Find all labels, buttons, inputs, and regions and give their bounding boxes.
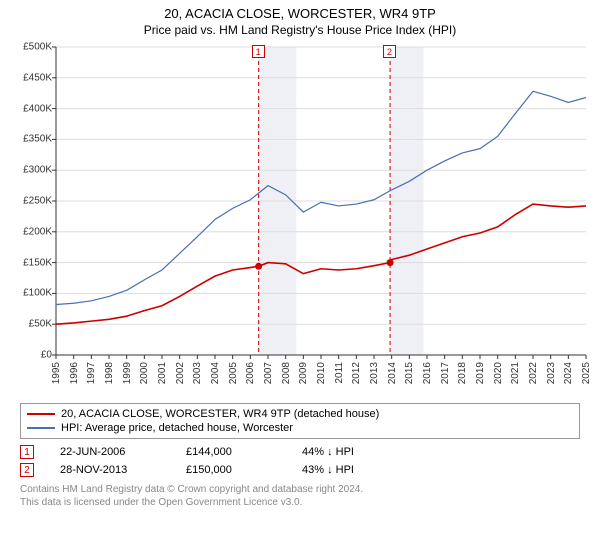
price-chart: £0 £50K £100K £150K £200K £250K £300K £350K £400… [10,41,590,401]
transactions-table: 1 22-JUN-2006 £144,000 44% ↓ HPI 2 28-NOV-201… [20,443,580,479]
transaction-row: 1 22-JUN-2006 £144,000 44% ↓ HPI [20,443,580,461]
x-axis-label: 1995 [51,362,62,384]
transaction-vs-hpi: 44% ↓ HPI [302,446,354,458]
transaction-vs-hpi: 43% ↓ HPI [302,464,354,476]
y-axis-label: £200K [23,226,52,237]
x-axis-label: 1998 [104,362,115,384]
event-marker: 2 [383,45,396,58]
x-axis-label: 2019 [475,362,486,384]
legend-swatch [27,427,55,429]
transaction-price: £150,000 [186,464,276,476]
legend-swatch [27,413,55,415]
chart-title: 20, ACACIA CLOSE, WORCESTER, WR4 9TP [10,6,590,21]
y-axis-label: £300K [23,165,52,176]
x-axis-label: 2012 [351,362,362,384]
transaction-date: 28-NOV-2013 [60,464,160,476]
attribution-line-2: This data is licensed under the Open Gov… [20,496,580,509]
x-axis-label: 2009 [298,362,309,384]
x-axis-label: 2004 [210,362,221,384]
legend-row: HPI: Average price, detached house, Worc… [27,421,573,435]
y-axis-label: £150K [23,257,52,268]
x-axis-label: 2005 [228,362,239,384]
x-axis-label: 2017 [440,362,451,384]
chart-canvas [10,41,590,401]
transaction-marker: 1 [20,445,34,459]
x-axis-label: 2008 [281,362,292,384]
x-axis-label: 1997 [86,362,97,384]
x-axis-label: 2023 [546,362,557,384]
x-axis-label: 2002 [175,362,186,384]
transaction-date: 22-JUN-2006 [60,446,160,458]
x-axis-label: 2010 [316,362,327,384]
x-axis-label: 2021 [510,362,521,384]
x-axis-label: 2020 [493,362,504,384]
x-axis-label: 2011 [334,362,345,384]
legend-label: HPI: Average price, detached house, Worc… [61,422,293,434]
x-axis-label: 2003 [192,362,203,384]
y-axis-label: £0 [41,350,52,361]
event-marker: 1 [252,45,265,58]
x-axis-label: 2014 [387,362,398,384]
x-axis-label: 2000 [139,362,150,384]
transaction-row: 2 28-NOV-2013 £150,000 43% ↓ HPI [20,461,580,479]
x-axis-label: 2018 [457,362,468,384]
x-axis-label: 2001 [157,362,168,384]
y-axis-label: £350K [23,134,52,145]
x-axis-label: 1996 [69,362,80,384]
y-axis-label: £50K [29,319,52,330]
x-axis-label: 2025 [581,362,592,384]
x-axis-label: 2013 [369,362,380,384]
x-axis-label: 2022 [528,362,539,384]
legend: 20, ACACIA CLOSE, WORCESTER, WR4 9TP (de… [20,403,580,439]
y-axis-label: £250K [23,196,52,207]
legend-label: 20, ACACIA CLOSE, WORCESTER, WR4 9TP (de… [61,408,379,420]
attribution: Contains HM Land Registry data © Crown c… [20,483,580,509]
x-axis-label: 1999 [122,362,133,384]
x-axis-label: 2016 [422,362,433,384]
transaction-price: £144,000 [186,446,276,458]
y-axis-label: £100K [23,288,52,299]
y-axis-label: £400K [23,103,52,114]
y-axis-label: £450K [23,72,52,83]
x-axis-label: 2015 [404,362,415,384]
x-axis-label: 2024 [563,362,574,384]
transaction-marker: 2 [20,463,34,477]
y-axis-label: £500K [23,42,52,53]
x-axis-label: 2006 [245,362,256,384]
chart-subtitle: Price paid vs. HM Land Registry's House … [10,23,590,37]
attribution-line-1: Contains HM Land Registry data © Crown c… [20,483,580,496]
legend-row: 20, ACACIA CLOSE, WORCESTER, WR4 9TP (de… [27,407,573,421]
x-axis-label: 2007 [263,362,274,384]
